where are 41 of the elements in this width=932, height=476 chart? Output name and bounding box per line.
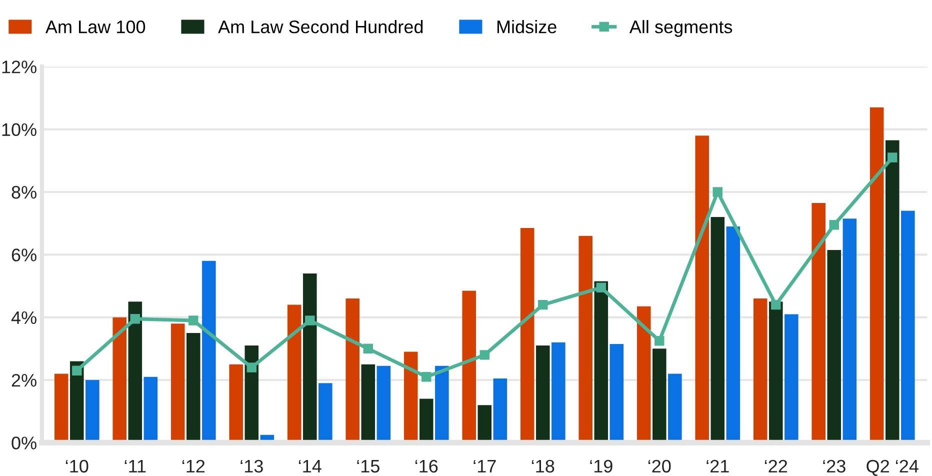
y-tick-label: 8%	[12, 186, 36, 199]
y-tick-label: 0%	[12, 436, 36, 450]
point	[480, 350, 490, 360]
x-tick-label: ‘21	[706, 460, 729, 472]
point	[72, 366, 82, 376]
x-tick-label: ‘23	[823, 460, 846, 473]
x-tick-label: ‘10	[66, 460, 88, 473]
y-tick-label: 12%	[2, 60, 36, 74]
legend-label: Midsize	[497, 20, 556, 34]
x-tick-label: ‘19	[590, 460, 612, 473]
x-tick-label: ‘22	[764, 460, 788, 472]
x-tick-label: ‘16	[415, 460, 438, 473]
point	[771, 300, 781, 310]
legend-label: Am Law Second Hundred	[218, 20, 423, 34]
point	[246, 362, 256, 372]
point	[422, 372, 432, 382]
y-tick-label: 10%	[2, 123, 36, 136]
x-tick-label: ‘15	[357, 460, 380, 473]
x-tick-label: ‘11	[124, 460, 146, 472]
legend-label: Am Law 100	[45, 20, 146, 34]
point	[130, 314, 140, 324]
point	[305, 316, 315, 326]
x-tick-label: ‘18	[532, 460, 554, 473]
x-tick-label: ‘13	[240, 460, 263, 473]
point	[596, 282, 606, 292]
point	[888, 152, 898, 162]
point	[829, 220, 839, 230]
point	[363, 344, 373, 354]
point	[188, 316, 198, 326]
x-tick-label: ‘20	[648, 460, 671, 473]
x-tick-label: ‘17	[474, 460, 496, 472]
point	[712, 187, 722, 197]
x-tick-label: ‘12	[182, 460, 205, 472]
y-tick-label: 2%	[12, 374, 36, 387]
x-tick-label: ‘14	[298, 460, 322, 472]
point	[654, 336, 664, 346]
y-tick-label: 6%	[12, 248, 36, 262]
point	[538, 300, 548, 310]
legend-label: All segments	[629, 20, 732, 37]
y-tick-label: 4%	[11, 311, 36, 324]
x-tick-label: Q2 ‘24	[866, 460, 918, 476]
